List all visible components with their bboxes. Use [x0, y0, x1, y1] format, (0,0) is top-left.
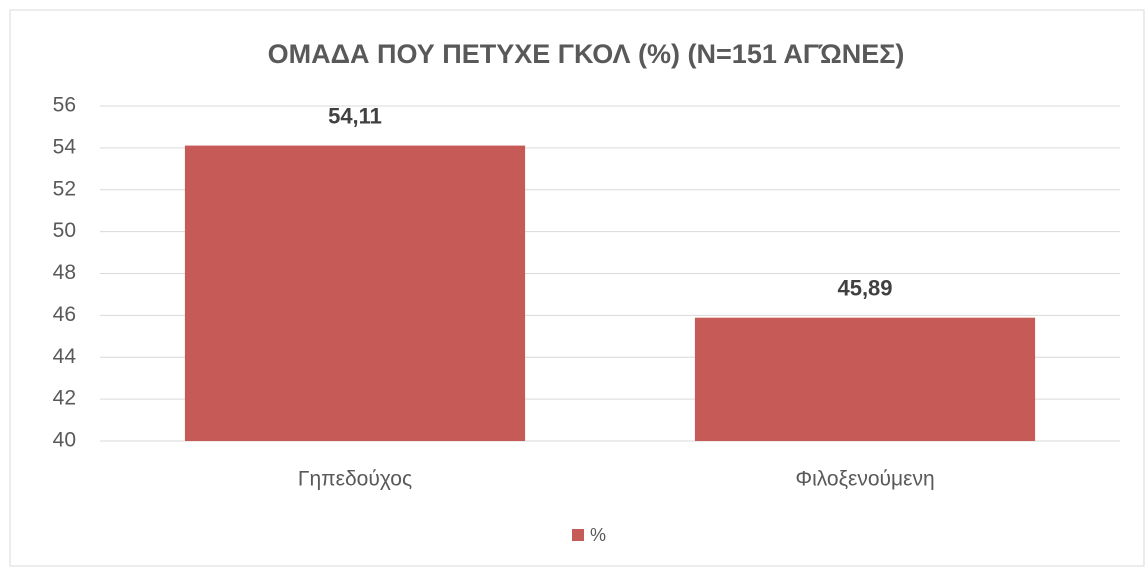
y-tick-label: 44	[53, 345, 77, 368]
y-tick-label: 54	[53, 135, 77, 158]
y-tick-label: 46	[53, 303, 76, 326]
legend-label: %	[590, 525, 606, 545]
y-tick-label: 40	[53, 429, 76, 452]
y-tick-label: 56	[53, 94, 76, 117]
legend-swatch	[572, 529, 584, 541]
y-tick-label: 42	[53, 387, 76, 410]
data-label: 45,89	[837, 275, 892, 300]
bar	[694, 317, 1036, 441]
x-tick-label: Φιλοξενούμενη	[795, 468, 934, 491]
x-tick-label: Γηπεδούχος	[298, 468, 412, 491]
bar	[184, 145, 526, 441]
chart-title: ΟΜΑΔΑ ΠΟΥ ΠΕΤΥΧΕ ΓΚΟΛ (%) (Ν=151 ΑΓΏΝΕΣ)	[268, 39, 905, 69]
data-label: 54,11	[328, 103, 382, 128]
chart-border	[9, 9, 1145, 567]
y-tick-label: 50	[53, 219, 76, 242]
y-tick-label: 48	[53, 261, 76, 284]
y-tick-label: 52	[53, 177, 76, 200]
